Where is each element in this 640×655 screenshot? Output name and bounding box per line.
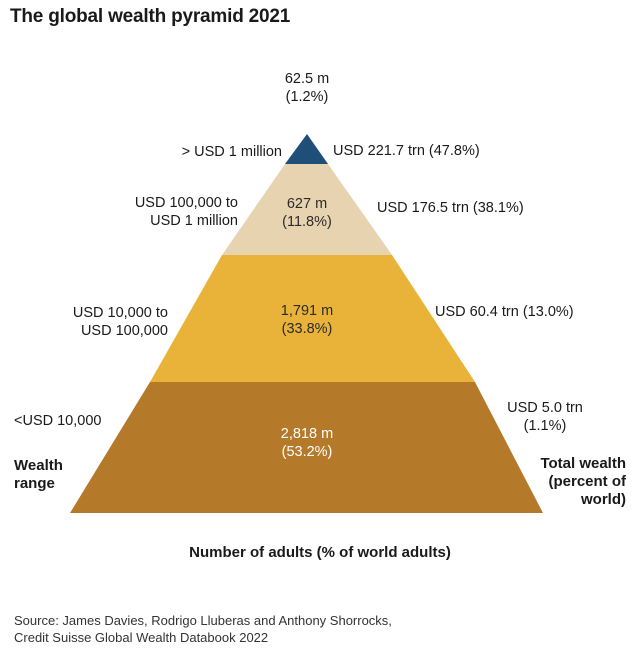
tier-3-shape [150,255,475,382]
chart-title: The global wealth pyramid 2021 [10,6,291,27]
tier-base-shape [70,382,543,513]
tier-3-adults-count: 1,791 m [280,303,334,319]
tier-base-adults-share: (53.2%) [281,444,333,460]
source-note: Source: James Davies, Rodrigo Lluberas a… [14,613,392,645]
tier-2-adults-share: (11.8%) [282,214,332,230]
tier-base-wealth: USD 5.0 trn (1.1%) [507,400,583,434]
tier-top-adults: 62.5 m (1.2%) [262,70,352,106]
adults-axis-label: Number of adults (% of world adults) [189,544,451,561]
tier-2-adults: 627 m (11.8%) [262,195,352,231]
total-wealth-axis-label: Total wealth (percent of world) [540,455,626,508]
tier-base-adults: 2,818 m (53.2%) [262,425,352,461]
tier-top-shape [285,134,328,164]
tier-2-adults-count: 627 m [286,196,328,212]
tier-2-shape [222,164,392,255]
tier-3-adults: 1,791 m (33.8%) [262,302,352,338]
tier-top-adults-share: (1.2%) [285,89,329,105]
wealth-range-axis-label: Wealth range [14,457,63,492]
tier-base-adults-count: 2,818 m [280,426,334,442]
tier-top-range: > USD 1 million [181,144,282,160]
tier-3-range: USD 10,000 to USD 100,000 [72,305,168,339]
tier-2-range: USD 100,000 to USD 1 million [134,195,238,229]
tier-3-adults-share: (33.8%) [281,321,333,337]
tier-2-wealth: USD 176.5 trn (38.1%) [377,200,524,216]
tier-base-range: <USD 10,000 [14,413,102,429]
tier-top-adults-count: 62.5 m [284,71,330,87]
tier-top-wealth: USD 221.7 trn (47.8%) [333,143,480,159]
tier-3-wealth: USD 60.4 trn (13.0%) [435,304,574,320]
